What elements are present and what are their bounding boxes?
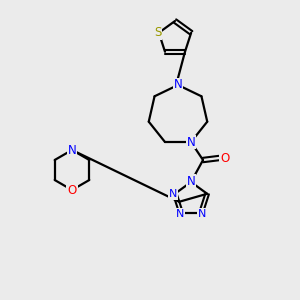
Text: N: N [68,143,76,157]
Text: N: N [187,136,195,148]
Text: N: N [174,79,182,92]
Text: S: S [154,26,161,39]
Text: N: N [176,209,184,219]
Text: N: N [198,209,206,219]
Text: N: N [169,189,177,199]
Text: N: N [187,175,195,188]
Text: O: O [220,152,230,164]
Text: O: O [68,184,76,196]
